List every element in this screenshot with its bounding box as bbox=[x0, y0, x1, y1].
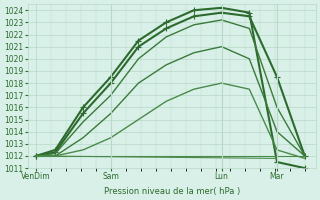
X-axis label: Pression niveau de la mer( hPa ): Pression niveau de la mer( hPa ) bbox=[104, 187, 240, 196]
